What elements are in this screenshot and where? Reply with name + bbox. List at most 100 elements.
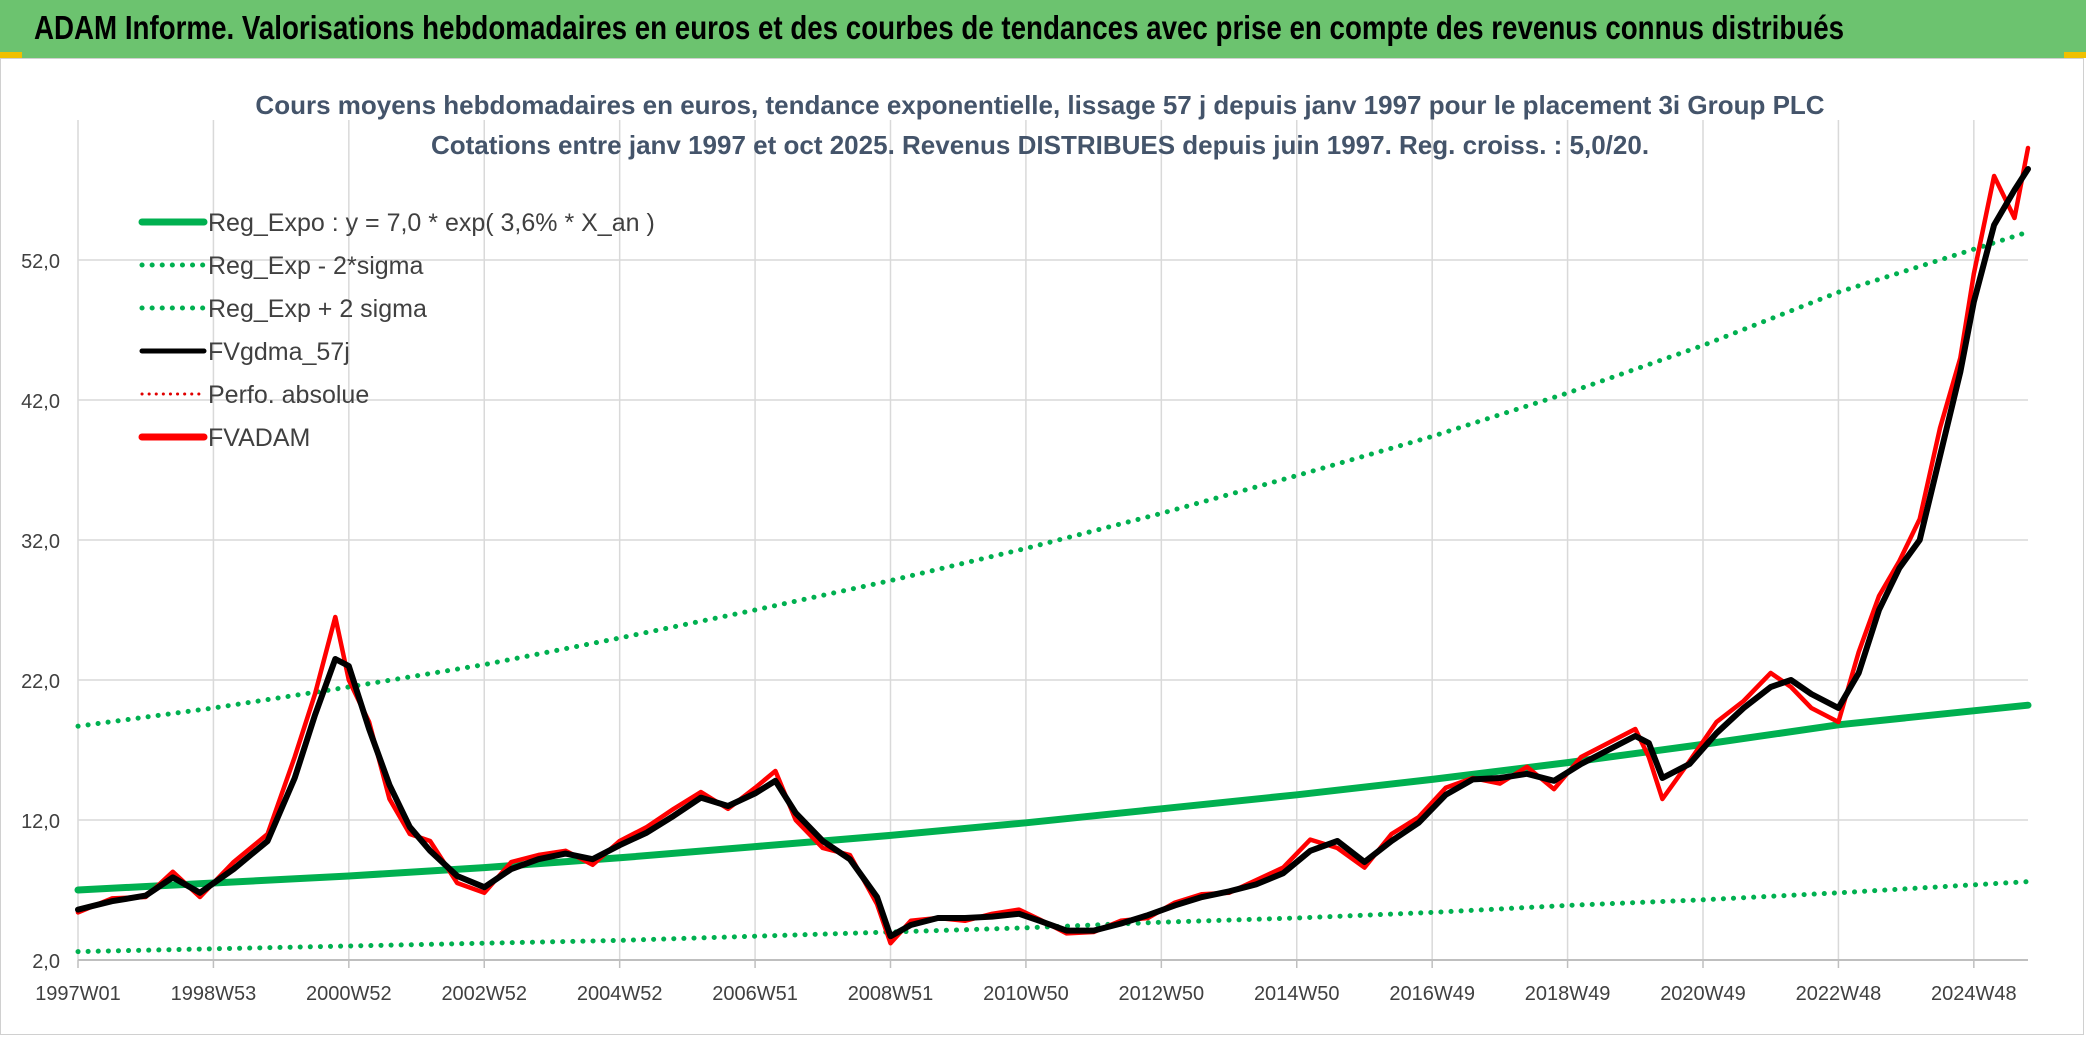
series-fvgdma-57j-point: [1093, 930, 1095, 932]
x-tick-label: 2006W51: [712, 983, 798, 1005]
x-tick-label: 2024W48: [1931, 983, 2017, 1005]
series-reg-plus-2sigma-point: [1567, 392, 1569, 394]
legend-label: Reg_Expo : y = 7,0 * exp( 3,6% * X_an ): [208, 209, 655, 237]
series-reg-minus-2sigma-point: [1296, 917, 1298, 919]
series-fvgdma-57j-point: [199, 892, 201, 894]
series-fvgdma-57j-point: [1743, 707, 1745, 709]
series-fvgdma-57j-point: [335, 658, 337, 660]
series-fvgdma-57j-point: [348, 665, 350, 667]
series-reg-expo-point: [2027, 704, 2029, 706]
banner-corner-right: [2064, 52, 2086, 58]
series-fvgdma-57j-point: [1201, 896, 1203, 898]
series-fvadam-point: [775, 770, 777, 772]
series-fvgdma-57j-point: [172, 877, 174, 879]
series-reg-plus-2sigma-point: [890, 580, 892, 582]
series-reg-minus-2sigma-point: [2027, 881, 2029, 883]
series-fvgdma-57j-point: [538, 858, 540, 860]
legend-label: Reg_Exp + 2 sigma: [208, 295, 427, 323]
series-fvgdma-57j-point: [1689, 763, 1691, 765]
series-reg-minus-2sigma-point: [1025, 927, 1027, 929]
series-fvadam-point: [1878, 595, 1880, 597]
series-fvgdma-57j-point: [1811, 693, 1813, 695]
series-fvgdma-57j-point: [267, 840, 269, 842]
chart-legend: Reg_Expo : y = 7,0 * exp( 3,6% * X_an ) R…: [138, 209, 655, 452]
series-fvadam-point: [910, 920, 912, 922]
series-fvgdma-57j-point: [2027, 168, 2029, 170]
series-reg-plus-2sigma-point: [77, 725, 79, 727]
series-reg-plus-2sigma-point: [2027, 231, 2029, 233]
series-fvgdma-57j-point: [1310, 850, 1312, 852]
series-fvgdma-57j-point: [1018, 913, 1020, 915]
series-reg-plus-2sigma-point: [1025, 548, 1027, 550]
y-tick-label: 42,0: [21, 391, 60, 413]
series-fvadam-point: [429, 840, 431, 842]
legend-label: FVgdma_57j: [208, 338, 350, 366]
series-reg-plus-2sigma-point: [1702, 345, 1704, 347]
series-fvgdma-57j-point: [368, 728, 370, 730]
series-fvadam-point: [592, 864, 594, 866]
series-fvadam-point: [233, 861, 235, 863]
legend-label: FVADAM: [208, 424, 310, 452]
series-fvgdma-57j-point: [1499, 777, 1501, 779]
series-fvadam-point: [1716, 721, 1718, 723]
series-fvgdma-57j-point: [1648, 742, 1650, 744]
series-fvgdma-57j-point: [1282, 872, 1284, 874]
series-fvgdma-57j-point: [1790, 679, 1792, 681]
series-fvadam-point: [1648, 756, 1650, 758]
series-reg-plus-2sigma-point: [1296, 475, 1298, 477]
legend-label: Reg_Exp - 2*sigma: [208, 252, 423, 280]
series-fvadam-point: [1858, 651, 1860, 653]
series-fvadam-point: [2027, 147, 2029, 149]
y-tick-label: 32,0: [21, 531, 60, 553]
legend-label: Perfo. absolue: [208, 381, 369, 409]
banner-corner-left: [0, 52, 22, 58]
series-reg-minus-2sigma-point: [1567, 905, 1569, 907]
series-fvadam-point: [1635, 728, 1637, 730]
series-fvgdma-57j: [75, 166, 2031, 940]
series-fvadam-point: [1391, 833, 1393, 835]
series-fvgdma-57j-point: [1120, 923, 1122, 925]
series-fvgdma-57j-point: [1716, 732, 1718, 734]
series-fvadam-point: [538, 854, 540, 856]
series-fvgdma-57j-point: [822, 840, 824, 842]
series-fvgdma-57j-point: [233, 868, 235, 870]
series-fvgdma-57j-point: [964, 917, 966, 919]
series-fvadam-point: [795, 819, 797, 821]
series-fvgdma-57j-point: [1662, 777, 1664, 779]
x-axis-ticks: 1997W01 1998W53 2000W52 2002W52 2004W52 2006W…: [35, 983, 2016, 1005]
series-fvadam-point: [890, 942, 892, 944]
series-fvgdma-57j-point: [991, 916, 993, 918]
series-fvadam-point: [1838, 721, 1840, 723]
series-fvadam-point: [1255, 879, 1257, 881]
series-fvgdma-57j-point: [849, 858, 851, 860]
series-fvgdma-57j-point: [77, 909, 79, 911]
series-fvadam-point: [409, 833, 411, 835]
y-tick-label: 12,0: [21, 811, 60, 833]
series-fvgdma-57j-point: [890, 935, 892, 937]
series-reg-expo-point: [484, 867, 486, 869]
series-fvgdma-57j-point: [700, 797, 702, 799]
series-fvgdma-57j-point: [145, 895, 147, 897]
series-fvgdma-57j-point: [1147, 914, 1149, 916]
series-fvgdma-57j-point: [775, 780, 777, 782]
x-tick-label: 2008W51: [848, 983, 934, 1005]
series-reg-plus-2sigma: [75, 229, 2031, 729]
series-fvadam-point: [1939, 427, 1941, 429]
series-reg-plus-2sigma-point: [1161, 513, 1163, 515]
y-axis-ticks: 2,0 12,0 22,0 32,0 42,0 52,0: [21, 251, 60, 973]
series-fvadam-point: [1526, 766, 1528, 768]
series-fvgdma-57j-point: [910, 924, 912, 926]
series-fvadam-point: [335, 616, 337, 618]
chart-title: Cours moyens hebdomadaires en euros, ten…: [255, 90, 1824, 120]
series-reg-expo-point: [1025, 822, 1027, 824]
y-tick-label: 52,0: [21, 251, 60, 273]
series-fvgdma-57j-point: [937, 917, 939, 919]
chart-frame: [0, 58, 2084, 1035]
series-fvgdma-57j-point: [1228, 891, 1230, 893]
series-fvadam-point: [1580, 756, 1582, 758]
series-fvgdma-57j-point: [1391, 840, 1393, 842]
series-reg-minus-2sigma-point: [754, 935, 756, 937]
series-fvadam-point: [822, 847, 824, 849]
series-fvgdma-57j-point: [1174, 905, 1176, 907]
series-fvgdma-57j-point: [619, 844, 621, 846]
